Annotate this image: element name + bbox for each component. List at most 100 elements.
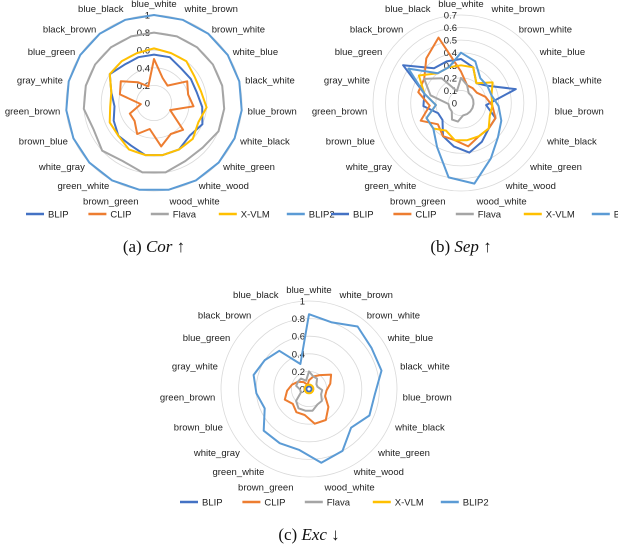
- category-label: brown_white: [212, 24, 265, 35]
- tick-label: 0.4: [137, 63, 150, 74]
- category-label: blue_black: [233, 290, 279, 301]
- grid-ring: [372, 14, 550, 192]
- tick-label: 0.7: [444, 11, 457, 22]
- category-label: white_green: [377, 448, 430, 459]
- category-label: green_white: [212, 467, 264, 478]
- tick-label: 0.5: [444, 36, 457, 47]
- category-label: white_black: [239, 136, 290, 147]
- legend-entry: CLIP: [110, 210, 131, 221]
- category-label: black_brown: [350, 24, 403, 35]
- grid-ring: [385, 27, 537, 179]
- legend-entry: Flava: [327, 498, 351, 509]
- category-label: green_brown: [160, 392, 215, 403]
- grid-ring: [273, 353, 345, 425]
- series-line-flava: [82, 31, 226, 174]
- category-label: blue_brown: [555, 106, 604, 117]
- category-label: gray_white: [17, 75, 63, 86]
- category-label: blue_black: [385, 4, 431, 15]
- category-label: brown_green: [83, 197, 138, 208]
- grid-ring: [397, 39, 525, 167]
- category-label: blue_white: [438, 0, 483, 10]
- legend-entry: BLIP: [48, 210, 69, 221]
- category-label: blue_green: [183, 333, 231, 344]
- legend-entry: BLIP2: [463, 498, 489, 509]
- category-label: white_blue: [539, 47, 585, 58]
- category-label: gray_white: [172, 361, 218, 372]
- category-label: brown_blue: [174, 422, 223, 433]
- category-label: white_black: [394, 422, 445, 433]
- legend-entry: Flava: [478, 210, 502, 221]
- subfigure-caption: (a) Cor ↑: [123, 237, 185, 256]
- caption-metric: Cor: [146, 237, 173, 256]
- category-label: brown_green: [390, 197, 445, 208]
- legend-entry: BLIP: [202, 498, 223, 509]
- tick-label: 0.4: [444, 48, 457, 59]
- category-label: blue_green: [28, 47, 76, 58]
- category-label: white_blue: [387, 333, 433, 344]
- legend-entry: BLIP2: [614, 210, 618, 221]
- category-label: brown_green: [238, 483, 293, 494]
- series-line-x-vlm: [108, 47, 208, 157]
- legend-entry: BLIP2: [309, 210, 335, 221]
- series-line-flava: [295, 370, 324, 412]
- category-label: green_brown: [312, 106, 367, 117]
- tick-label: 0: [300, 385, 305, 396]
- caption-arrow: ↑: [479, 237, 492, 256]
- category-label: blue_brown: [248, 106, 297, 117]
- subfigure-caption: (b) Sep ↑: [430, 237, 491, 256]
- category-label: black_brown: [43, 24, 96, 35]
- category-label: white_wood: [198, 181, 249, 192]
- category-label: black_white: [245, 75, 295, 86]
- series-line-x-vlm: [303, 383, 315, 395]
- category-label: white_green: [222, 162, 275, 173]
- category-label: green_white: [57, 181, 109, 192]
- category-label: wood_white: [323, 483, 374, 494]
- series-line-blip2: [407, 51, 503, 185]
- series-line-blip: [305, 385, 313, 393]
- category-label: white_wood: [353, 467, 404, 478]
- category-label: gray_white: [324, 75, 370, 86]
- series-line-clip: [417, 36, 497, 148]
- category-label: white_green: [529, 162, 582, 173]
- caption-arrow: ↑: [172, 237, 185, 256]
- category-label: white_gray: [38, 162, 85, 173]
- category-label: white_brown: [339, 290, 393, 301]
- category-label: blue_white: [131, 0, 176, 10]
- series-line-flava: [423, 76, 475, 123]
- legend-entry: BLIP: [353, 210, 374, 221]
- series-line-clip: [118, 58, 195, 148]
- category-label: brown_blue: [326, 136, 375, 147]
- category-label: white_blue: [232, 47, 278, 58]
- category-label: blue_brown: [403, 392, 452, 403]
- caption-arrow: ↓: [327, 525, 340, 544]
- category-label: white_brown: [491, 4, 545, 15]
- category-label: wood_white: [475, 197, 526, 208]
- legend-entry: CLIP: [415, 210, 436, 221]
- category-label: green_white: [364, 181, 416, 192]
- grid-ring: [220, 300, 398, 478]
- legend-entry: X-VLM: [241, 210, 270, 221]
- tick-label: 0.4: [292, 349, 305, 360]
- caption-metric: Sep: [454, 237, 479, 256]
- category-label: white_brown: [184, 4, 238, 15]
- tick-label: 0: [145, 99, 150, 110]
- grid-ring: [238, 318, 380, 460]
- series-line-x-vlm: [417, 64, 494, 142]
- legend-entry: CLIP: [264, 498, 285, 509]
- category-label: blue_white: [286, 285, 331, 296]
- category-label: black_white: [400, 361, 450, 372]
- category-label: black_white: [552, 75, 602, 86]
- category-label: white_wood: [505, 181, 556, 192]
- tick-label: 0.6: [292, 332, 305, 343]
- tick-label: 0: [452, 99, 457, 110]
- caption-metric: Exc: [300, 525, 327, 544]
- category-label: blue_black: [78, 4, 124, 15]
- caption-label: (c): [278, 525, 301, 544]
- tick-label: 0.6: [444, 23, 457, 34]
- tick-label: 0.2: [444, 73, 457, 84]
- subfigure-caption: (c) Exc ↓: [278, 525, 339, 544]
- tick-label: 1: [300, 297, 305, 308]
